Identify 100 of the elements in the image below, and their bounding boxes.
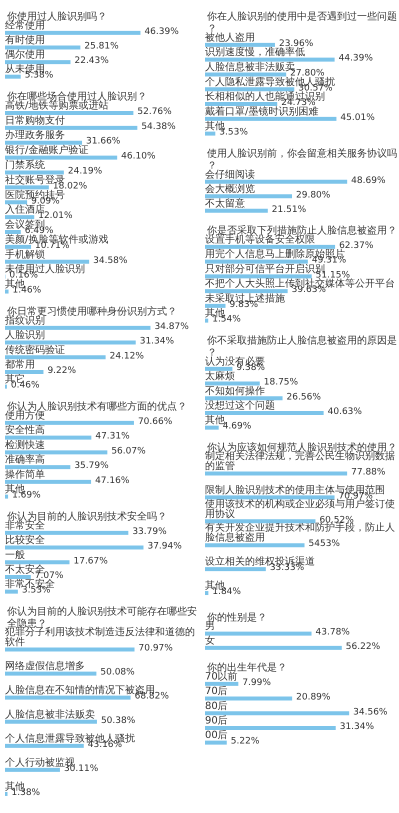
bar xyxy=(5,696,131,700)
bar xyxy=(5,185,49,190)
bar xyxy=(5,126,138,130)
y-tick-label: 传统密码验证 xyxy=(5,344,65,356)
chart-title: 你日常更习惯使用哪种身份识别方式？ xyxy=(7,306,177,318)
y-tick-label: 被他人盗用 xyxy=(205,31,255,44)
data-label: 70.66% xyxy=(138,416,173,427)
y-tick-label: 女 xyxy=(205,634,215,646)
y-tick-label: 男 xyxy=(205,621,215,632)
bar xyxy=(5,170,64,174)
y-tick-label: 经常使用 xyxy=(5,19,45,32)
bar xyxy=(5,792,8,796)
y-tick-label: 一般 xyxy=(5,550,25,561)
data-label: 21.51% xyxy=(272,204,307,215)
chart-title: 你认为目前的人脸识别技术安全吗？ xyxy=(7,510,167,522)
y-tick-label: 准确率高 xyxy=(5,454,45,466)
data-label: 48.69% xyxy=(351,176,386,186)
bar xyxy=(5,420,134,425)
y-tick-label: 人脸信息被非法贩卖 xyxy=(5,708,95,720)
data-label: 70.97% xyxy=(138,644,174,654)
bar xyxy=(5,45,80,50)
y-tick-label: 70后 xyxy=(205,685,228,698)
data-label: 45.01% xyxy=(340,112,376,123)
data-label: 47.31% xyxy=(95,432,130,442)
y-tick-label: 戴着口罩/墨镜时识别困难 xyxy=(205,105,318,118)
y-tick-label: 太麻烦 xyxy=(205,370,235,382)
data-label: 46.39% xyxy=(144,26,180,37)
y-tick-label: 会大概浏览 xyxy=(205,182,255,195)
data-label: 34.87% xyxy=(154,322,190,332)
bar xyxy=(5,156,118,160)
data-label: 44.39% xyxy=(338,54,374,64)
data-label: 31.34% xyxy=(140,336,174,347)
bar xyxy=(5,672,96,676)
data-label: 34.56% xyxy=(353,707,388,718)
data-label: 17.67% xyxy=(73,556,108,566)
data-label: 35.79% xyxy=(74,461,110,472)
bar xyxy=(5,560,70,564)
bar xyxy=(5,465,70,470)
data-label: 37.94% xyxy=(147,542,182,552)
y-tick-label: 不太留意 xyxy=(205,197,245,210)
data-label: 25.81% xyxy=(84,41,120,52)
bar xyxy=(5,648,135,652)
bar xyxy=(5,768,60,772)
y-tick-label: 90后 xyxy=(205,714,228,726)
data-label: 50.38% xyxy=(100,716,136,726)
data-label: 46.10% xyxy=(121,152,156,162)
y-tick-label: 识别速度慢，准确率低 xyxy=(205,46,305,58)
bar xyxy=(205,87,294,92)
bar xyxy=(205,58,335,62)
bar xyxy=(205,244,336,249)
bar xyxy=(5,110,134,115)
data-label: 34.58% xyxy=(93,256,128,266)
bar xyxy=(5,290,9,294)
y-tick-label: 手机解锁 xyxy=(5,248,45,260)
y-tick-label: 高铁/地铁等购票或进站 xyxy=(5,99,108,112)
data-label: 31.34% xyxy=(340,722,374,732)
bar xyxy=(5,494,8,499)
data-label: 54.38% xyxy=(141,122,176,132)
bar xyxy=(5,244,32,249)
y-tick-label: 设置手机等设备安全权限 xyxy=(205,233,315,246)
bar xyxy=(5,744,84,748)
bar xyxy=(205,410,324,415)
y-tick-label: 人脸识别 xyxy=(5,329,45,342)
bar xyxy=(5,200,28,204)
y-tick-label: 网络虚假信息增多 xyxy=(5,660,85,672)
y-tick-label: 都常用 xyxy=(5,358,35,370)
data-label: 24.19% xyxy=(68,166,103,176)
bar xyxy=(5,326,150,330)
bar xyxy=(205,260,308,264)
y-tick-label: 80后 xyxy=(205,700,228,712)
bar xyxy=(5,530,128,535)
data-label: 40.63% xyxy=(328,406,362,417)
bar xyxy=(205,382,260,386)
data-label: 52.76% xyxy=(137,106,172,117)
bar xyxy=(205,696,292,701)
y-tick-label: 银行/金融账户验证 xyxy=(4,144,88,156)
bar xyxy=(5,370,44,374)
bar xyxy=(5,140,82,145)
data-label: 22.43% xyxy=(74,56,110,66)
bar xyxy=(5,436,92,440)
bar xyxy=(5,355,106,360)
bar xyxy=(205,72,286,76)
y-tick-label: 检测快速 xyxy=(5,438,45,451)
data-label: 5.22% xyxy=(230,736,260,747)
y-tick-label: 会仔细阅读 xyxy=(205,168,255,180)
y-tick-label: 比较安全 xyxy=(5,534,45,546)
bar xyxy=(205,366,232,371)
bar xyxy=(205,304,226,308)
y-tick-label: 日常购物支付 xyxy=(5,114,65,126)
bar xyxy=(205,102,278,106)
bar xyxy=(205,740,227,745)
y-tick-label: 00后 xyxy=(205,729,228,742)
bar xyxy=(5,546,144,550)
y-tick-label: 偶尔使用 xyxy=(5,48,45,61)
data-label: 20.89% xyxy=(296,692,331,703)
y-tick-label: 没想过这个问题 xyxy=(205,399,275,412)
bar xyxy=(205,274,312,278)
bar xyxy=(5,60,70,64)
data-label: 9.22% xyxy=(47,366,76,376)
data-label: 47.16% xyxy=(95,476,130,486)
